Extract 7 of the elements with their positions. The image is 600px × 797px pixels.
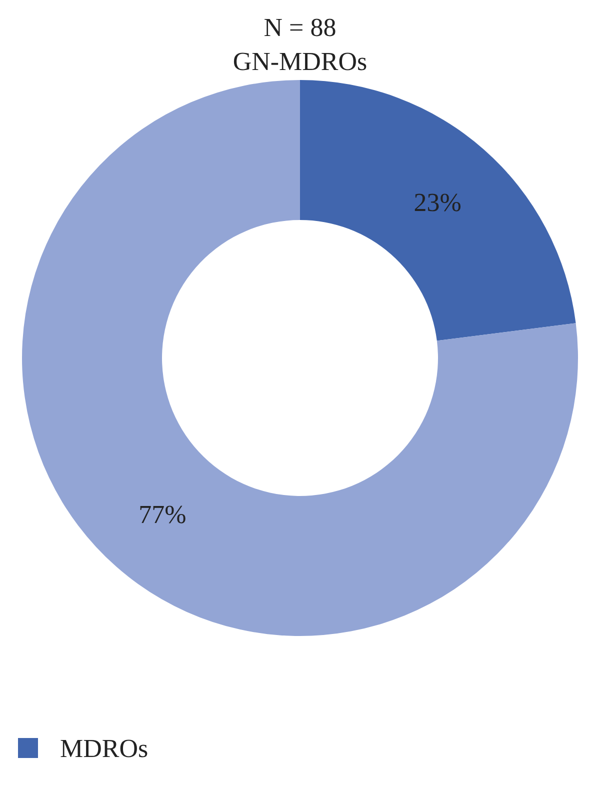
data-label: 23% (414, 188, 462, 218)
chart-title: N = 88 (264, 13, 336, 42)
donut-slice (300, 80, 576, 341)
donut-slice (22, 80, 578, 636)
data-label: 77% (138, 500, 186, 530)
chart-subtitle: GN-MDROs (232, 47, 368, 76)
legend-label: MDROs (60, 734, 148, 764)
